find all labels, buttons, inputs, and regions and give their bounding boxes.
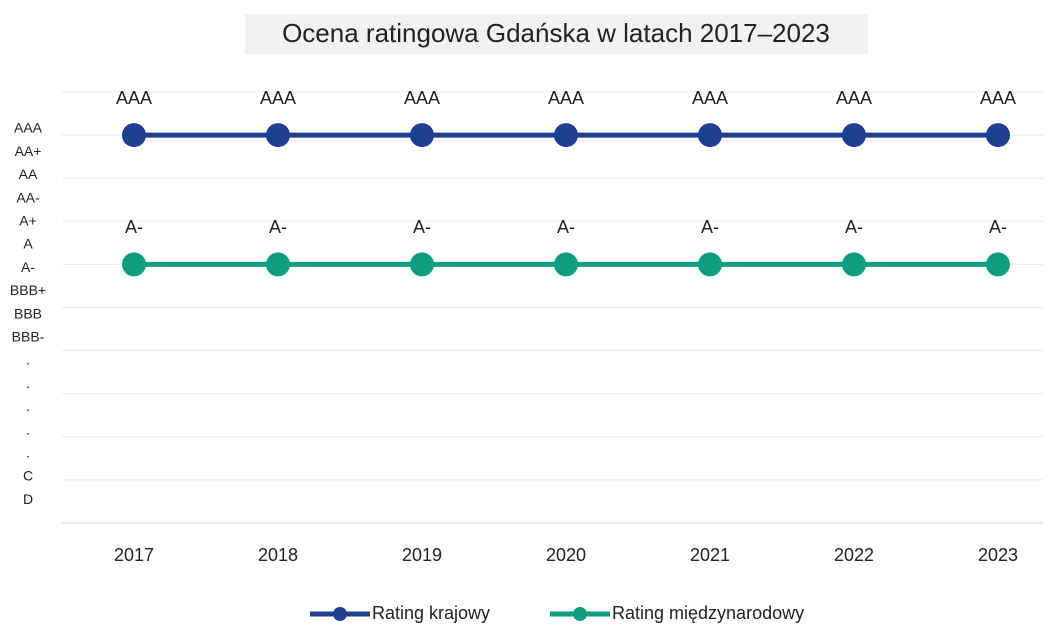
legend-marker [333,607,347,621]
y-rating-label: . [26,375,30,391]
y-rating-label: . [26,398,30,414]
data-label: A- [125,217,143,237]
data-label: A- [557,217,575,237]
data-point [986,252,1010,277]
data-label: AAA [260,88,296,108]
y-rating-label: C [23,468,33,484]
y-rating-label: . [26,352,30,368]
data-label: AAA [980,88,1016,108]
data-point [554,252,578,277]
data-label: AAA [692,88,728,108]
x-tick-label: 2023 [978,545,1018,565]
x-tick-label: 2017 [114,545,154,565]
data-label: A- [845,217,863,237]
y-rating-label: AAA [14,120,43,136]
data-label: AAA [116,88,152,108]
data-point [986,123,1010,148]
y-rating-label: A- [21,259,35,275]
chart-title: Ocena ratingowa Gdańska w latach 2017–20… [282,18,830,48]
y-rating-label: . [26,445,30,461]
x-tick-label: 2021 [690,545,730,565]
y-rating-label: A [23,236,33,252]
data-label: A- [701,217,719,237]
data-point [266,252,290,277]
data-point [842,123,866,148]
y-rating-label: BBB+ [10,282,46,298]
y-rating-label: AA+ [15,143,42,159]
y-rating-label: AA- [16,189,40,205]
data-label: AAA [548,88,584,108]
x-tick-label: 2018 [258,545,298,565]
y-rating-label: BBB [14,305,42,321]
y-rating-label: AA [19,166,38,182]
y-rating-label: . [26,421,30,437]
data-point [122,252,146,277]
data-point [266,123,290,148]
data-point [698,252,722,277]
title-box [245,14,868,54]
y-rating-label: D [23,491,33,507]
data-label: A- [269,217,287,237]
legend-label: Rating międzynarodowy [612,603,804,623]
data-point [410,252,434,277]
data-point [122,123,146,148]
data-point [410,123,434,148]
data-point [842,252,866,277]
data-label: A- [989,217,1007,237]
legend-label: Rating krajowy [372,603,490,623]
data-point [554,123,578,148]
data-label: A- [413,217,431,237]
data-label: AAA [836,88,872,108]
x-tick-label: 2022 [834,545,874,565]
x-tick-label: 2020 [546,545,586,565]
legend-marker [573,607,587,621]
y-rating-label: A+ [19,213,37,229]
x-tick-label: 2019 [402,545,442,565]
y-rating-label: BBB- [12,329,45,345]
data-point [698,123,722,148]
data-label: AAA [404,88,440,108]
